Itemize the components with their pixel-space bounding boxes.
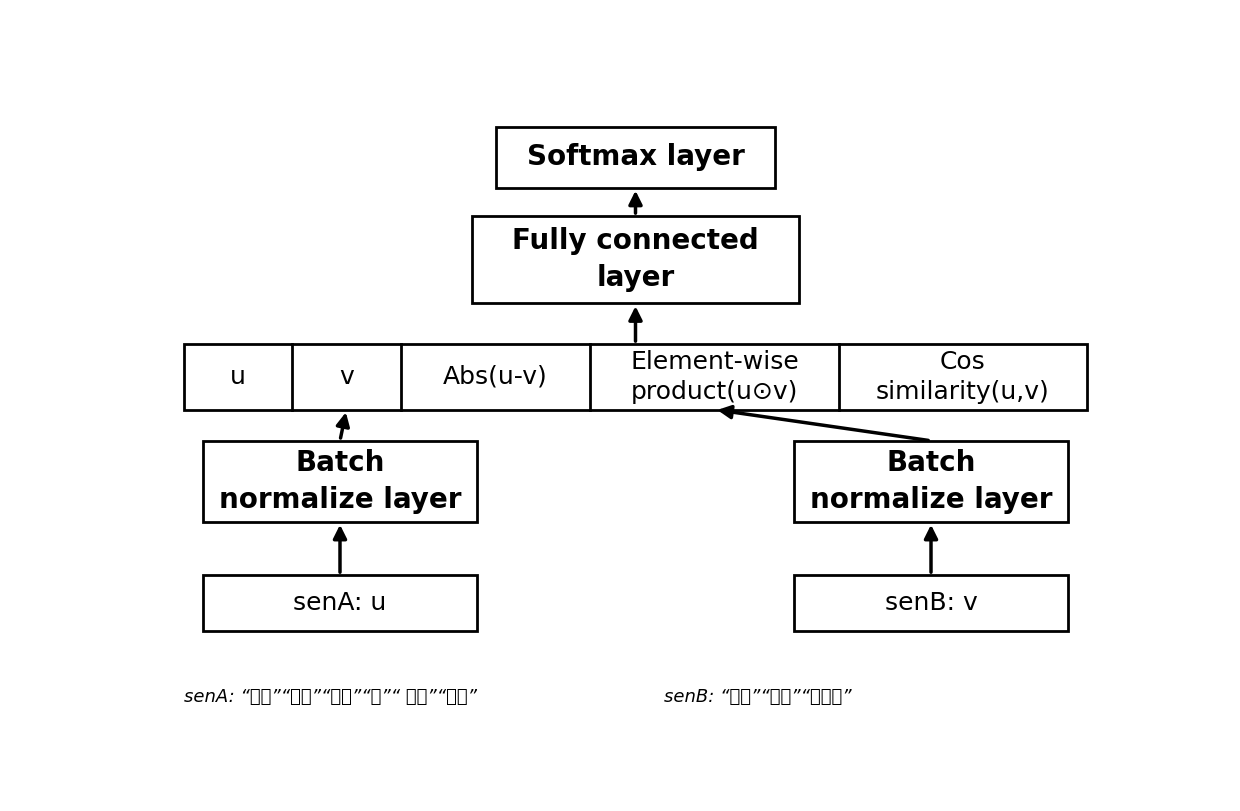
Text: Abs(u-v): Abs(u-v) — [443, 365, 548, 388]
Text: senB: v: senB: v — [884, 591, 977, 615]
Text: Batch
normalize layer: Batch normalize layer — [218, 449, 461, 514]
Text: Softmax layer: Softmax layer — [527, 144, 744, 171]
Text: Batch
normalize layer: Batch normalize layer — [810, 449, 1053, 514]
Bar — [184, 344, 1087, 410]
Bar — [203, 575, 477, 631]
Bar — [794, 441, 1068, 522]
Text: senA: “还款”“銀行”“怎么”“才”“ 能够”“修改”: senA: “还款”“銀行”“怎么”“才”“ 能够”“修改” — [184, 688, 477, 706]
Text: u: u — [231, 365, 246, 388]
Text: senA: u: senA: u — [294, 591, 387, 615]
Bar — [794, 575, 1068, 631]
Text: v: v — [339, 365, 353, 388]
Bar — [203, 441, 477, 522]
Bar — [472, 216, 799, 303]
Text: Fully connected
layer: Fully connected layer — [512, 227, 759, 292]
Bar — [496, 127, 775, 188]
Text: Element-wise
product(u⊙v): Element-wise product(u⊙v) — [630, 350, 799, 404]
Text: Cos
similarity(u,v): Cos similarity(u,v) — [877, 350, 1050, 404]
Text: senB: “如何”“变更”“还款卡”: senB: “如何”“变更”“还款卡” — [665, 688, 852, 706]
